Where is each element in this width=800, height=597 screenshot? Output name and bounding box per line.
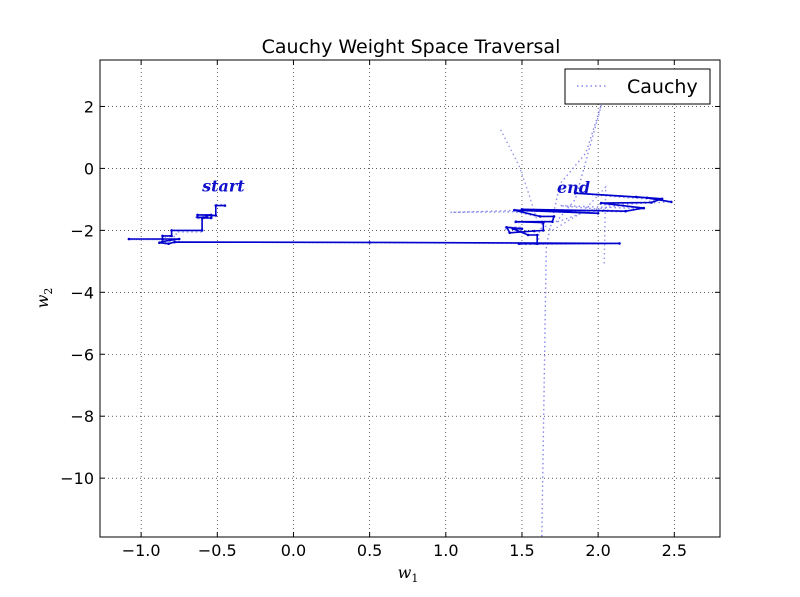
series-layer (127, 100, 673, 537)
annotation-end: end (557, 178, 590, 197)
trajectory-point (513, 208, 516, 212)
legend-entry-cauchy: Cauchy (627, 76, 698, 98)
series-line-cauchy-0 (128, 100, 672, 537)
x-tick-label: 1.0 (433, 541, 458, 560)
plot-frame (99, 59, 721, 538)
y-axis-label: w2 (33, 288, 55, 309)
trajectory-point (520, 227, 524, 231)
trajectory-point (177, 237, 181, 241)
trajectory-point (535, 242, 539, 245)
x-axis-label-subscript: 1 (411, 572, 418, 585)
trajectory-point (526, 233, 530, 237)
x-tick-label: −0.5 (198, 541, 237, 560)
trajectory-point (552, 215, 556, 218)
trajectory-point (514, 220, 518, 223)
trajectory-point (209, 213, 213, 217)
trajectory-point (173, 240, 176, 244)
trajectory-point (196, 216, 199, 219)
chart-title: Cauchy Weight Space Traversal (262, 36, 561, 58)
y-tick-label: −10 (60, 469, 94, 488)
trajectory-point (634, 195, 638, 199)
x-tick-label: 0.0 (281, 541, 306, 560)
trajectory-point (650, 201, 653, 204)
trajectory-point (200, 229, 204, 232)
y-tick-label: 2 (84, 97, 94, 116)
y-axis-label-subscript: 2 (42, 288, 55, 295)
x-axis-label: w1 (398, 563, 419, 585)
y-tick-label: −8 (70, 407, 94, 426)
x-tick-label: 2.5 (662, 541, 687, 560)
annotation-start: start (201, 177, 245, 196)
y-tick-label: 0 (84, 159, 94, 178)
trajectory-point (542, 229, 545, 232)
trajectory-line (128, 192, 672, 245)
trajectory-point (205, 216, 208, 219)
trajectory-point (535, 233, 539, 237)
trajectory-point (161, 240, 164, 243)
trajectory-point (670, 200, 673, 204)
trajectory-point (200, 216, 204, 220)
trajectory-point (505, 226, 509, 229)
trajectory-point (209, 216, 213, 220)
trajectory-point (551, 220, 554, 223)
trajectory-point (127, 237, 131, 241)
trajectory-point (214, 204, 218, 207)
x-tick-label: 0.5 (357, 541, 382, 560)
x-tick-label: −1.0 (122, 541, 161, 560)
legend: Cauchy (564, 68, 711, 105)
y-tick-label: −6 (70, 345, 94, 364)
trajectory-point (642, 206, 646, 210)
trajectory-point (624, 209, 627, 213)
x-tick-label: 2.0 (585, 541, 610, 560)
trajectory-point (532, 229, 536, 233)
trajectory-point (517, 242, 521, 245)
trajectory-point (161, 234, 164, 238)
trajectory-point (214, 214, 218, 217)
trajectory-point (660, 197, 664, 201)
trajectory-point (205, 214, 208, 217)
legend-box (564, 68, 711, 105)
series-line-cauchy-1 (499, 129, 607, 265)
trajectory-point (508, 231, 512, 235)
trajectory-point (538, 215, 542, 218)
axis-ticks: −1.0 −0.5 0.0 0.5 1.0 1.5 2.0 2.5 2 0 −2 −4 −6 −8 −10 (60, 60, 720, 560)
trajectory-point (196, 213, 199, 217)
trajectory-point (511, 227, 515, 231)
x-tick-label: 1.5 (509, 541, 534, 560)
trajectory-point (170, 229, 173, 232)
trajectory-point (158, 241, 161, 244)
trajectory-point (170, 234, 173, 238)
y-tick-label: −2 (70, 221, 94, 240)
trajectory-point (599, 201, 603, 205)
grid-lines (100, 60, 720, 537)
trajectory-point (618, 242, 621, 245)
annotation-layer: start end (201, 177, 590, 198)
trajectory-point (574, 191, 577, 195)
trajectory-point (542, 221, 545, 224)
y-tick-label: −4 (70, 283, 94, 302)
trajectory-point (520, 208, 524, 211)
trajectory-point (161, 237, 164, 241)
trajectory-point (167, 242, 170, 245)
trajectory-point (645, 196, 649, 200)
series-group (127, 100, 673, 537)
trajectory-point (596, 212, 600, 215)
trajectory-point (223, 204, 227, 207)
trajectory-point (368, 241, 371, 244)
